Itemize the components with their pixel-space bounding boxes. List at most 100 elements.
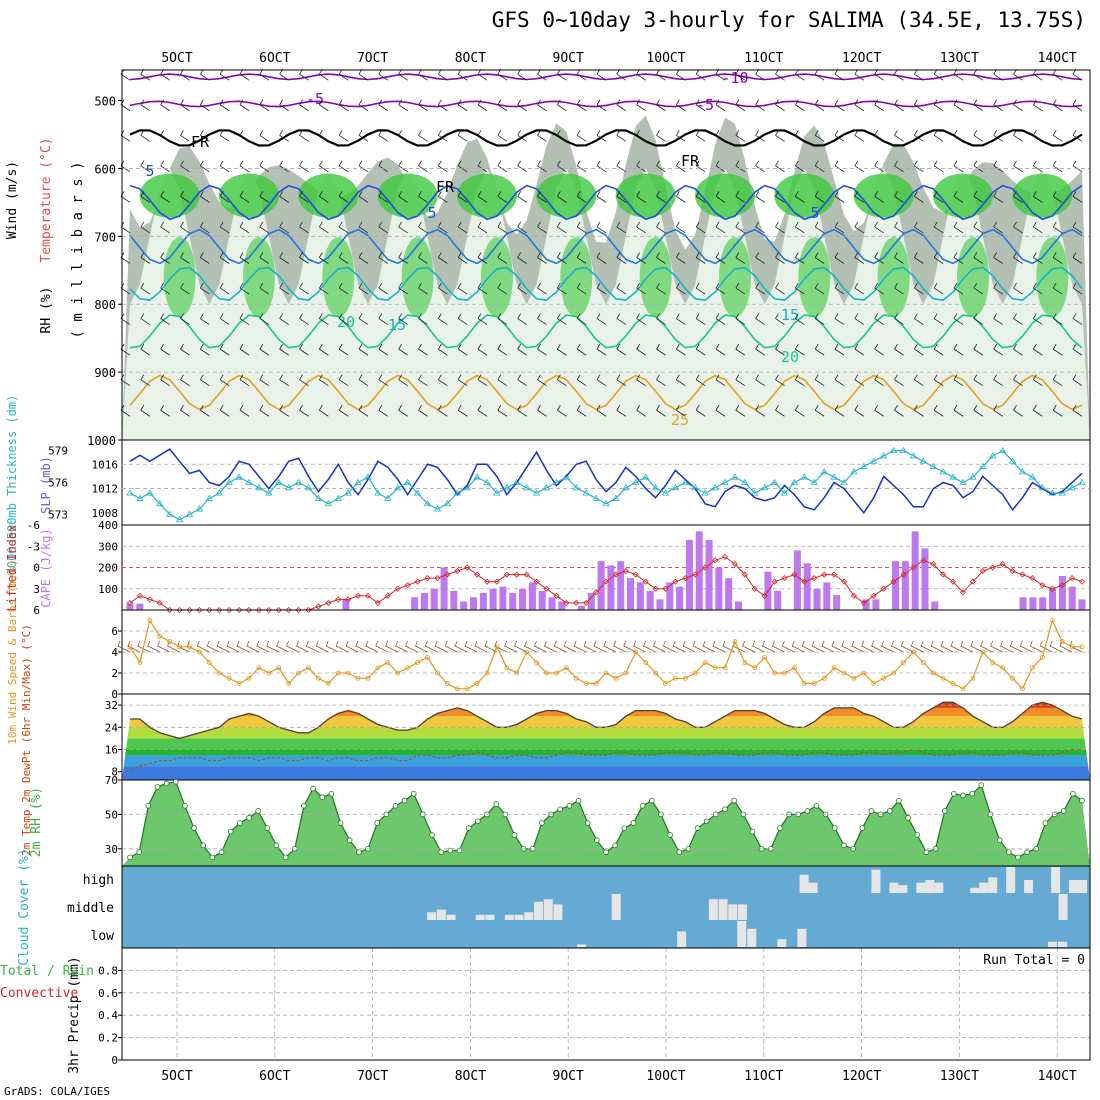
cape-bar bbox=[695, 531, 703, 610]
rh2m-panel: 30 50 70 bbox=[105, 774, 1091, 867]
wind-barb bbox=[953, 99, 964, 112]
wind-barb bbox=[1032, 374, 1043, 387]
date-label-top: 12OCT bbox=[842, 51, 881, 66]
rh2-point bbox=[676, 849, 683, 856]
wind-barb bbox=[593, 640, 607, 653]
rh-moist-patch bbox=[719, 237, 751, 318]
wind-barb bbox=[675, 191, 686, 203]
li-point bbox=[206, 606, 213, 614]
cape-bar bbox=[420, 593, 428, 610]
rh2-point bbox=[612, 842, 618, 849]
wind-barb bbox=[913, 191, 924, 203]
cape-bar bbox=[587, 593, 595, 610]
wind-barb bbox=[444, 640, 458, 653]
wind-point bbox=[950, 681, 956, 686]
wind-barb bbox=[894, 374, 904, 387]
wind-barb bbox=[160, 191, 170, 203]
rh2-point bbox=[447, 847, 454, 854]
thickness-point bbox=[413, 489, 422, 496]
precip-conv-label: Convective bbox=[0, 986, 78, 1001]
cape-bar bbox=[636, 582, 644, 610]
wind-barb bbox=[395, 640, 408, 653]
wind-barb bbox=[477, 343, 488, 356]
wind-point bbox=[573, 675, 579, 681]
contour-label: FR bbox=[436, 178, 455, 196]
wind-barb bbox=[537, 282, 547, 295]
rh2-point bbox=[255, 808, 261, 814]
rh2-point bbox=[301, 802, 307, 809]
wind-barb bbox=[576, 343, 587, 356]
cape-bar bbox=[499, 586, 507, 610]
rh2-point bbox=[218, 849, 225, 856]
cape-bar bbox=[342, 599, 350, 610]
wind-point bbox=[157, 633, 163, 639]
wind-barb bbox=[1072, 252, 1083, 264]
wind-barb bbox=[913, 252, 924, 264]
li-point bbox=[245, 606, 253, 614]
wind-barb bbox=[874, 252, 884, 264]
li-point bbox=[940, 571, 947, 578]
wind-barb bbox=[259, 191, 270, 203]
wind-barb bbox=[457, 221, 468, 234]
wind-point bbox=[762, 654, 768, 660]
rh-moist-patch bbox=[457, 173, 517, 218]
wind-barb bbox=[755, 374, 765, 387]
cloud-bar bbox=[436, 909, 446, 920]
wind-barb bbox=[973, 130, 984, 142]
wind-barb bbox=[1032, 221, 1043, 234]
wind-barb bbox=[497, 282, 508, 295]
wind-barb bbox=[378, 130, 389, 142]
thickness-point bbox=[235, 473, 243, 480]
rh2-point bbox=[868, 808, 875, 814]
wind-barb bbox=[338, 191, 349, 203]
wind-barb bbox=[735, 130, 746, 142]
wind-barb bbox=[345, 640, 359, 653]
wind-barb bbox=[794, 405, 805, 417]
wind-barb bbox=[318, 405, 329, 417]
rh2-point bbox=[392, 802, 399, 809]
wind-barb bbox=[596, 374, 607, 387]
wind-barb bbox=[933, 282, 944, 295]
wind-barb bbox=[973, 221, 984, 234]
wind-barb bbox=[794, 221, 805, 234]
contour-label: 5 bbox=[810, 204, 819, 222]
rh-moist-patch bbox=[798, 237, 831, 318]
wind-barb bbox=[140, 191, 151, 203]
wind-barb bbox=[576, 282, 587, 295]
precip-label: 3hr Precip (mm) bbox=[67, 956, 82, 1073]
thickness-point bbox=[126, 489, 134, 496]
cape-bar bbox=[1029, 597, 1037, 610]
wind-point bbox=[286, 681, 292, 686]
wind-point bbox=[474, 681, 480, 686]
wind-barb bbox=[437, 374, 448, 387]
wind-barb bbox=[814, 99, 825, 112]
rh-moist-patch bbox=[853, 173, 914, 218]
wind-barb bbox=[219, 160, 230, 173]
wind-point bbox=[514, 670, 520, 676]
li-tick-label: -6 bbox=[27, 519, 40, 532]
li-point bbox=[573, 599, 580, 606]
tick-label: 900 bbox=[94, 366, 116, 380]
wind-barb bbox=[913, 282, 924, 295]
wind-barb bbox=[477, 405, 488, 417]
cape-bar bbox=[774, 590, 782, 610]
wind-barb bbox=[821, 640, 835, 653]
wind-barb bbox=[973, 313, 984, 325]
wind-barb bbox=[477, 221, 488, 234]
cape-bar bbox=[656, 599, 664, 610]
cape-bar bbox=[440, 567, 448, 610]
wind-barb bbox=[196, 640, 210, 653]
wind-barb bbox=[656, 99, 666, 112]
wind-point bbox=[563, 665, 569, 671]
wind-barb bbox=[338, 99, 349, 112]
wind-barb bbox=[894, 252, 904, 264]
tick-label: 24 bbox=[105, 721, 119, 734]
wind-point bbox=[435, 670, 440, 676]
wind-barb bbox=[1072, 130, 1083, 142]
wind-barb bbox=[378, 221, 389, 234]
cape-bar bbox=[813, 588, 821, 610]
cape-bar bbox=[1068, 586, 1076, 610]
wind-barb bbox=[656, 343, 666, 356]
cape-tick-label: 300 bbox=[98, 540, 118, 553]
wind-barb bbox=[656, 405, 666, 417]
